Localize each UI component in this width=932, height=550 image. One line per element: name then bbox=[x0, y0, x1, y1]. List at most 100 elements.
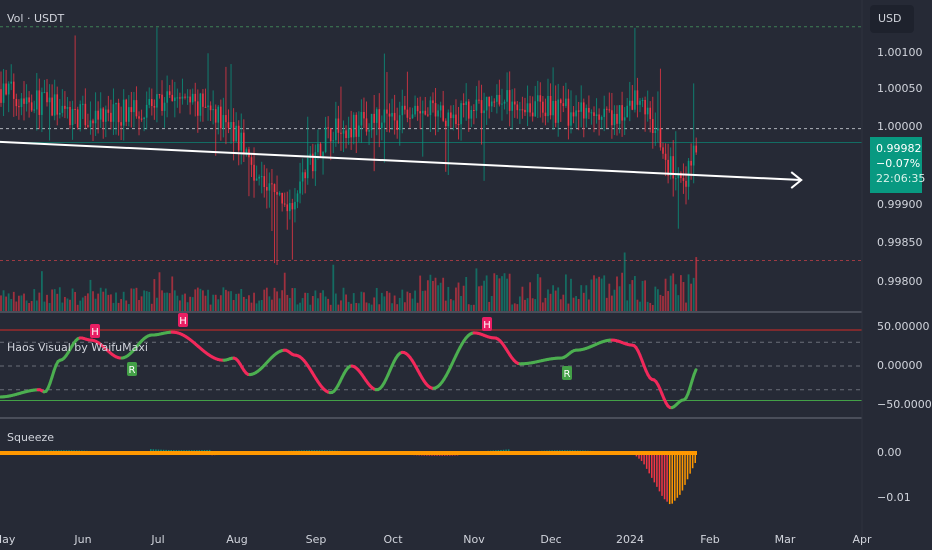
volume-bar bbox=[225, 289, 227, 311]
candle-body bbox=[409, 117, 411, 119]
osc-tick: 0.00000 bbox=[877, 359, 923, 372]
volume-bar bbox=[171, 276, 174, 311]
candle-body bbox=[337, 118, 340, 133]
candle-body bbox=[662, 147, 664, 154]
candle-body bbox=[143, 117, 145, 120]
candle-body bbox=[220, 106, 222, 129]
volume-bar bbox=[639, 301, 641, 311]
volume-bar bbox=[380, 292, 383, 311]
volume-bar bbox=[230, 291, 232, 311]
volume-bar bbox=[467, 304, 470, 311]
volume-bar bbox=[283, 272, 286, 311]
candle-body bbox=[58, 112, 61, 115]
candle-body bbox=[145, 104, 148, 118]
price-tick: 1.00000 bbox=[877, 120, 923, 133]
volume-bar bbox=[409, 293, 411, 311]
candle-body bbox=[43, 92, 46, 94]
osc-marker bbox=[127, 362, 137, 376]
volume-bar bbox=[222, 287, 225, 311]
volume-bar bbox=[260, 300, 263, 311]
volume-bar bbox=[332, 264, 335, 311]
osc-marker-label: H bbox=[179, 316, 187, 327]
candle-body bbox=[286, 204, 289, 212]
volume-bar bbox=[541, 302, 544, 311]
candle-body bbox=[590, 112, 593, 114]
candle-body bbox=[268, 183, 271, 191]
osc-tick: −50.00000 bbox=[877, 398, 932, 411]
volume-bar bbox=[286, 294, 289, 311]
candle-body bbox=[324, 127, 327, 152]
candle-body bbox=[682, 178, 685, 181]
candle-body bbox=[306, 157, 309, 179]
currency-button[interactable]: USD bbox=[870, 5, 914, 33]
candle-body bbox=[329, 128, 332, 142]
candle-body bbox=[434, 103, 437, 117]
candle-body bbox=[547, 95, 549, 117]
candle-body bbox=[179, 97, 181, 99]
candle-body bbox=[294, 201, 296, 210]
candle-body bbox=[411, 114, 414, 119]
volume-bar bbox=[350, 303, 353, 311]
candle-body bbox=[230, 121, 232, 128]
candle-body bbox=[10, 81, 13, 84]
volume-bar bbox=[352, 293, 355, 311]
volume-bar bbox=[567, 303, 570, 311]
candle-body bbox=[542, 101, 544, 113]
volume-bar bbox=[79, 300, 82, 311]
volume-bar bbox=[610, 295, 613, 311]
candle-body bbox=[429, 100, 432, 116]
candle-body bbox=[424, 110, 427, 115]
volume-bar bbox=[493, 273, 496, 311]
volume-bar bbox=[240, 288, 243, 311]
volume-bar bbox=[664, 278, 667, 311]
candle-body bbox=[317, 143, 319, 153]
candle-body bbox=[276, 192, 278, 195]
candle-body bbox=[360, 111, 363, 126]
candle-body bbox=[71, 108, 74, 126]
volume-bar bbox=[357, 303, 360, 311]
volume-bar bbox=[383, 296, 386, 311]
candle-body bbox=[87, 125, 89, 127]
candle-body bbox=[549, 95, 552, 116]
volume-bar bbox=[314, 290, 317, 311]
volume-bar bbox=[455, 287, 457, 311]
candle-body bbox=[5, 83, 7, 95]
price-tick: 0.99900 bbox=[877, 198, 923, 211]
osc-marker bbox=[90, 324, 100, 338]
volume-bar bbox=[605, 297, 608, 311]
volume-bar bbox=[337, 304, 340, 311]
volume-bar bbox=[593, 275, 595, 311]
volume-bar bbox=[529, 282, 531, 311]
volume-bar bbox=[122, 291, 125, 311]
time-tick: Feb bbox=[700, 533, 719, 546]
volume-bar bbox=[460, 296, 462, 311]
candle-body bbox=[457, 124, 460, 126]
volume-bar bbox=[475, 268, 478, 311]
time-tick: Jul bbox=[150, 533, 164, 546]
volume-bar bbox=[419, 275, 422, 311]
volume-bar bbox=[76, 304, 79, 311]
volume-bar bbox=[488, 301, 491, 311]
candle-body bbox=[79, 104, 82, 128]
volume-bar bbox=[654, 286, 657, 311]
volume-bar bbox=[677, 295, 680, 311]
candle-body bbox=[536, 95, 539, 102]
candle-body bbox=[51, 97, 53, 116]
volume-bar bbox=[25, 300, 28, 311]
volume-bar bbox=[191, 297, 194, 311]
volume-bar bbox=[340, 300, 342, 311]
candle-body bbox=[163, 102, 166, 111]
volume-bar bbox=[276, 291, 278, 311]
volume-bar bbox=[319, 292, 322, 311]
volume-bar bbox=[161, 290, 163, 311]
candle-body bbox=[404, 105, 406, 110]
osc-line-segment bbox=[692, 368, 698, 377]
candle-body bbox=[209, 105, 212, 111]
candle-body bbox=[396, 120, 398, 130]
candle-body bbox=[18, 106, 20, 108]
volume-bar bbox=[447, 286, 450, 311]
volume-bar bbox=[682, 282, 685, 311]
candle-body bbox=[623, 117, 626, 121]
volume-bar bbox=[317, 298, 319, 311]
